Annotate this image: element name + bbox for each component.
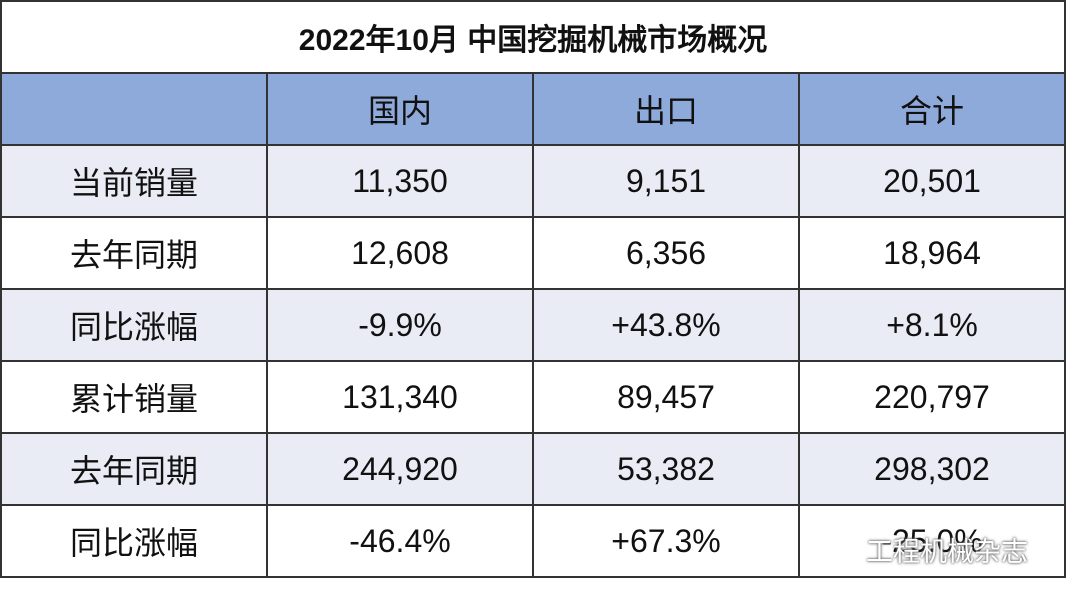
data-row: 当前销量 11,350 9,151 20,501 (0, 144, 1066, 218)
data-row: 同比涨幅 -46.4% +67.3% -25.0% (0, 504, 1066, 578)
value-cell: 244,920 (266, 432, 534, 506)
header-cell: 出口 (532, 72, 800, 146)
value-cell: 9,151 (532, 144, 800, 218)
market-table: 2022年10月 中国挖掘机械市场概况 国内 出口 合计 当前销量 11,350 9,15… (0, 0, 1066, 578)
wechat-icon (827, 536, 858, 561)
value-cell: -9.9% (266, 288, 534, 362)
row-label: 当前销量 (0, 144, 268, 218)
title-row: 2022年10月 中国挖掘机械市场概况 (0, 0, 1066, 74)
value-cell: 131,340 (266, 360, 534, 434)
header-cell: 国内 (266, 72, 534, 146)
value-cell: 89,457 (532, 360, 800, 434)
row-label: 去年同期 (0, 216, 268, 290)
watermark-text: 工程机械杂志 (866, 537, 1028, 567)
value-cell: 20,501 (797, 144, 1066, 218)
value-cell: 6,356 (532, 216, 800, 290)
row-label: 同比涨幅 (0, 288, 268, 362)
row-label: 同比涨幅 (0, 504, 268, 578)
value-cell: 298,302 (797, 432, 1066, 506)
row-label: 去年同期 (0, 432, 268, 506)
data-row: 去年同期 244,920 53,382 298,302 (0, 432, 1066, 506)
value-cell: +67.3% (532, 504, 800, 578)
value-cell: 53,382 (532, 432, 800, 506)
value-cell: +43.8% (532, 288, 800, 362)
watermark: 工程机械杂志 (826, 530, 1028, 569)
table-title: 2022年10月 中国挖掘机械市场概况 (0, 0, 1066, 74)
value-cell: 12,608 (266, 216, 534, 290)
header-corner (0, 72, 268, 146)
value-cell: -46.4% (266, 504, 534, 578)
data-row: 累计销量 131,340 89,457 220,797 (0, 360, 1066, 434)
header-cell: 合计 (797, 72, 1066, 146)
value-cell: -25.0% (797, 504, 1066, 578)
header-row: 国内 出口 合计 (0, 72, 1066, 146)
value-cell: +8.1% (797, 288, 1066, 362)
row-label: 累计销量 (0, 360, 268, 434)
value-cell: 11,350 (266, 144, 534, 218)
value-cell: 18,964 (797, 216, 1066, 290)
data-row: 去年同期 12,608 6,356 18,964 (0, 216, 1066, 290)
data-row: 同比涨幅 -9.9% +43.8% +8.1% (0, 288, 1066, 362)
value-cell: 220,797 (797, 360, 1066, 434)
